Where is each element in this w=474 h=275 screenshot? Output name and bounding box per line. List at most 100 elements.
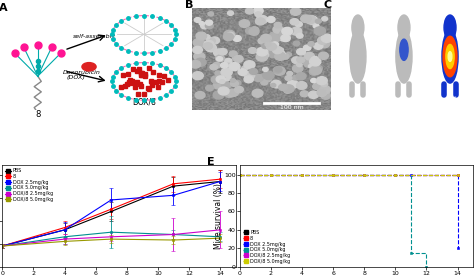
- Circle shape: [292, 65, 303, 72]
- Circle shape: [297, 57, 305, 63]
- Circle shape: [255, 12, 262, 17]
- Circle shape: [319, 86, 330, 94]
- Circle shape: [319, 39, 330, 48]
- Circle shape: [205, 44, 216, 52]
- Circle shape: [220, 63, 228, 68]
- Circle shape: [321, 92, 330, 99]
- Circle shape: [233, 35, 241, 42]
- Text: A: A: [0, 3, 7, 13]
- Circle shape: [223, 33, 234, 41]
- Circle shape: [398, 15, 410, 40]
- Circle shape: [225, 58, 232, 64]
- Circle shape: [250, 27, 259, 33]
- Circle shape: [307, 16, 316, 23]
- Text: DiR/8: DiR/8: [441, 95, 459, 106]
- Circle shape: [281, 35, 290, 42]
- Circle shape: [256, 15, 267, 24]
- Circle shape: [295, 21, 302, 27]
- Circle shape: [301, 15, 311, 23]
- Circle shape: [296, 33, 303, 38]
- Circle shape: [292, 57, 301, 64]
- Circle shape: [291, 8, 301, 15]
- Circle shape: [255, 18, 265, 25]
- Text: PBS: PBS: [352, 97, 364, 106]
- Circle shape: [291, 27, 302, 35]
- Circle shape: [314, 43, 323, 49]
- Circle shape: [287, 29, 293, 33]
- Circle shape: [216, 55, 225, 62]
- Circle shape: [210, 37, 219, 44]
- Circle shape: [297, 82, 307, 89]
- Circle shape: [199, 22, 204, 25]
- Circle shape: [254, 7, 263, 14]
- Circle shape: [266, 43, 276, 50]
- Circle shape: [192, 72, 203, 80]
- Circle shape: [275, 52, 286, 60]
- Circle shape: [310, 69, 318, 75]
- Circle shape: [244, 61, 255, 69]
- Circle shape: [256, 20, 261, 24]
- Circle shape: [261, 80, 268, 85]
- Text: B: B: [185, 0, 194, 10]
- Circle shape: [222, 82, 231, 89]
- Circle shape: [273, 82, 282, 88]
- Circle shape: [319, 52, 328, 59]
- Circle shape: [321, 34, 332, 42]
- Circle shape: [273, 67, 282, 73]
- Circle shape: [313, 84, 320, 89]
- Circle shape: [290, 19, 299, 25]
- Ellipse shape: [400, 39, 408, 60]
- Circle shape: [303, 45, 311, 51]
- Circle shape: [234, 80, 241, 85]
- Circle shape: [314, 83, 321, 87]
- Ellipse shape: [396, 30, 412, 83]
- Circle shape: [306, 16, 318, 24]
- Circle shape: [204, 35, 210, 39]
- Circle shape: [196, 32, 207, 40]
- Circle shape: [213, 62, 220, 68]
- Circle shape: [256, 48, 268, 56]
- Circle shape: [286, 53, 292, 57]
- Circle shape: [273, 26, 283, 33]
- Ellipse shape: [442, 30, 458, 83]
- Circle shape: [229, 62, 240, 71]
- Circle shape: [203, 43, 212, 50]
- Circle shape: [269, 34, 281, 42]
- Text: Doxorubicin: Doxorubicin: [63, 70, 100, 75]
- Circle shape: [234, 56, 243, 62]
- Circle shape: [264, 41, 273, 47]
- Circle shape: [195, 92, 205, 99]
- Circle shape: [292, 75, 299, 80]
- Circle shape: [280, 30, 291, 39]
- Text: DOX/8: DOX/8: [132, 97, 156, 106]
- Legend: PBS, 8, DOX 2.5mg/kg, DOX 5.0mg/kg, DOX/8 2.5mg/kg, DOX/8 5.0mg/kg: PBS, 8, DOX 2.5mg/kg, DOX 5.0mg/kg, DOX/…: [5, 168, 53, 202]
- Circle shape: [311, 78, 317, 83]
- Circle shape: [82, 63, 96, 71]
- Circle shape: [300, 91, 309, 97]
- Circle shape: [193, 46, 202, 53]
- Circle shape: [201, 23, 209, 29]
- Circle shape: [297, 62, 302, 67]
- Ellipse shape: [448, 52, 452, 61]
- Circle shape: [258, 38, 266, 44]
- Circle shape: [217, 72, 225, 78]
- Circle shape: [239, 20, 250, 28]
- Text: E: E: [207, 157, 215, 167]
- Circle shape: [193, 39, 205, 47]
- Circle shape: [313, 24, 319, 28]
- Circle shape: [304, 52, 314, 60]
- Circle shape: [256, 53, 268, 61]
- Circle shape: [285, 76, 292, 81]
- Text: self-assembly: self-assembly: [73, 34, 116, 38]
- Circle shape: [296, 73, 306, 80]
- Circle shape: [271, 80, 281, 88]
- Circle shape: [287, 80, 298, 88]
- Circle shape: [216, 76, 226, 83]
- Circle shape: [284, 87, 292, 93]
- Circle shape: [205, 23, 213, 29]
- Circle shape: [263, 71, 274, 79]
- Circle shape: [193, 75, 199, 79]
- Circle shape: [311, 57, 319, 63]
- Circle shape: [321, 82, 328, 87]
- Circle shape: [305, 16, 316, 24]
